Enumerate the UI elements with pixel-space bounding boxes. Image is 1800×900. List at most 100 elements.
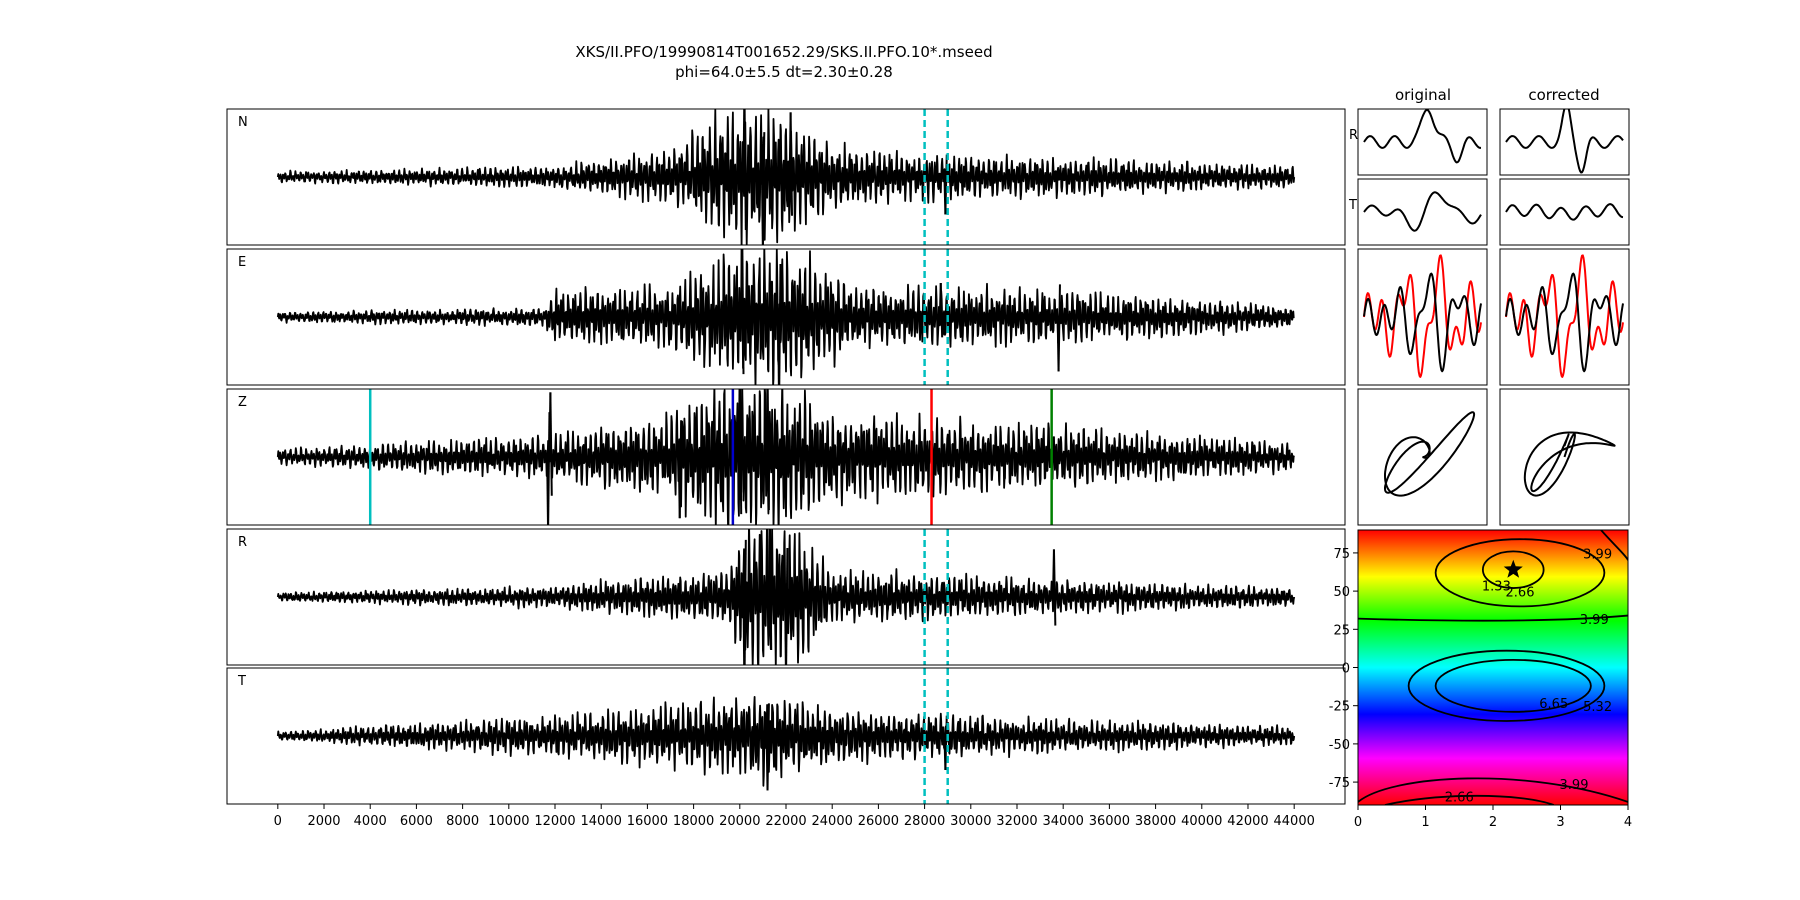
contour-line bbox=[1434, 538, 1606, 608]
panel-t: T bbox=[226, 667, 1346, 805]
small-panel-frame bbox=[1357, 178, 1488, 246]
x-tick-label: 16000 bbox=[627, 814, 668, 829]
contour-line bbox=[1358, 614, 1628, 622]
row-label-t: T bbox=[1348, 198, 1357, 213]
small-panel-frame bbox=[1357, 108, 1488, 176]
x-tick-label: 44000 bbox=[1274, 814, 1315, 829]
x-tick-label: 40000 bbox=[1181, 814, 1222, 829]
small-panel-frame bbox=[1499, 178, 1630, 246]
y-tick-label: -25 bbox=[1329, 700, 1350, 715]
x-tick-label: 0 bbox=[274, 814, 282, 829]
x-tick-label: 42000 bbox=[1227, 814, 1268, 829]
y-tick-label: -75 bbox=[1329, 776, 1350, 791]
contour-label: 3.99 bbox=[1583, 547, 1612, 562]
trace-r bbox=[276, 529, 1296, 665]
y-tick-label: 25 bbox=[1333, 623, 1350, 638]
contour-line bbox=[1384, 794, 1555, 805]
small-panel bbox=[1499, 178, 1630, 246]
small-panel bbox=[1357, 178, 1488, 246]
x-tick-label: 36000 bbox=[1089, 814, 1130, 829]
panel-frame bbox=[226, 388, 1346, 526]
contour-label: 1.33 bbox=[1482, 580, 1511, 595]
waveform-panels: N E Z R T bbox=[226, 108, 1346, 805]
motion-trace bbox=[1505, 272, 1624, 373]
contour-line bbox=[1481, 550, 1545, 589]
small-panel-frame bbox=[1499, 388, 1630, 526]
contour-label: 3.99 bbox=[1580, 613, 1609, 628]
trace-n bbox=[276, 109, 1296, 245]
x-tick-label: 4000 bbox=[354, 814, 387, 829]
motion-trace bbox=[1363, 109, 1481, 164]
contour-line bbox=[1358, 777, 1628, 803]
x-tick-label: 24000 bbox=[812, 814, 853, 829]
small-panel-frame bbox=[1499, 248, 1630, 386]
panel-label: R bbox=[238, 535, 247, 550]
x-tick-label: 3 bbox=[1556, 815, 1564, 830]
panel-label: E bbox=[238, 255, 246, 270]
motion-trace bbox=[1523, 431, 1616, 497]
contour-label: 2.66 bbox=[1506, 586, 1535, 601]
small-panel bbox=[1499, 248, 1630, 386]
contour-label: 2.66 bbox=[1445, 790, 1474, 805]
motion-trace bbox=[1363, 191, 1482, 232]
x-tick-label: 20000 bbox=[719, 814, 760, 829]
waveform-x-ticks: 0 2000 4000 6000 8000 10000 12000 14000 16000 180… bbox=[274, 804, 1315, 829]
chart-title-line-2: phi=64.0±5.5 dt=2.30±0.28 bbox=[675, 63, 893, 81]
x-tick-label: 38000 bbox=[1135, 814, 1176, 829]
best-fit-star-icon bbox=[1503, 559, 1523, 578]
small-panel bbox=[1499, 388, 1630, 526]
small-panels bbox=[1357, 108, 1630, 526]
panel-e: E bbox=[226, 248, 1346, 386]
chart-title-line-1: XKS/II.PFO/19990814T001652.29/SKS.II.PFO… bbox=[575, 43, 992, 61]
column-title-original: original bbox=[1395, 86, 1451, 104]
small-panel bbox=[1357, 388, 1488, 526]
x-tick-label: 18000 bbox=[673, 814, 714, 829]
motion-trace bbox=[1363, 272, 1482, 373]
panel-frame bbox=[226, 248, 1346, 386]
contour-line bbox=[1434, 658, 1592, 713]
column-title-corrected: corrected bbox=[1528, 86, 1599, 104]
panel-n: N bbox=[226, 108, 1346, 246]
panel-r: R bbox=[226, 528, 1346, 666]
trace-t bbox=[276, 696, 1296, 787]
panel-label: T bbox=[237, 674, 246, 689]
y-tick-label: 0 bbox=[1342, 662, 1350, 677]
x-tick-label: 32000 bbox=[996, 814, 1037, 829]
contour-label: 5.32 bbox=[1583, 700, 1612, 715]
small-panel-frame bbox=[1357, 388, 1488, 526]
x-tick-label: 2000 bbox=[307, 814, 340, 829]
motion-trace bbox=[1505, 203, 1624, 221]
trace-z bbox=[276, 389, 1295, 525]
trace-spike bbox=[547, 412, 551, 525]
small-panel bbox=[1357, 248, 1488, 386]
trace-e bbox=[276, 249, 1295, 385]
trace-spike bbox=[1052, 549, 1057, 626]
y-tick-label: -50 bbox=[1329, 738, 1350, 753]
y-tick-label: 50 bbox=[1333, 585, 1350, 600]
x-tick-label: 28000 bbox=[904, 814, 945, 829]
small-panel bbox=[1499, 108, 1630, 176]
x-tick-label: 30000 bbox=[950, 814, 991, 829]
x-tick-label: 22000 bbox=[765, 814, 806, 829]
motion-trace bbox=[1384, 411, 1476, 497]
contour-line bbox=[1407, 649, 1606, 722]
panel-z: Z bbox=[226, 388, 1346, 526]
contour-label: 6.65 bbox=[1539, 697, 1568, 712]
x-tick-label: 1 bbox=[1421, 815, 1429, 830]
x-tick-label: 10000 bbox=[488, 814, 529, 829]
contour-label: 3.99 bbox=[1560, 778, 1589, 793]
error-surface-heatmap bbox=[1358, 530, 1628, 805]
panel-label: Z bbox=[238, 395, 247, 410]
error-surface: 1.332.663.993.995.326.653.992.660 1 2 3 4755… bbox=[1329, 529, 1632, 830]
x-tick-label: 8000 bbox=[446, 814, 479, 829]
x-tick-label: 26000 bbox=[858, 814, 899, 829]
x-tick-label: 2 bbox=[1489, 815, 1497, 830]
small-panel bbox=[1357, 108, 1488, 176]
y-tick-label: 75 bbox=[1333, 547, 1350, 562]
row-label-r: R bbox=[1349, 128, 1358, 143]
x-tick-label: 12000 bbox=[534, 814, 575, 829]
panel-label: N bbox=[238, 115, 248, 130]
x-tick-label: 0 bbox=[1354, 815, 1362, 830]
small-panel-frame bbox=[1499, 108, 1630, 176]
